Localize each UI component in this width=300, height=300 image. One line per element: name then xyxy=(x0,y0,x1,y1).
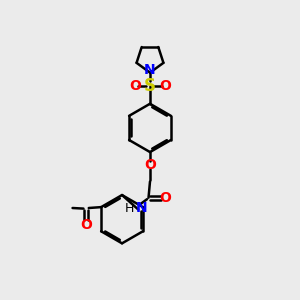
Text: H: H xyxy=(125,202,134,214)
Text: O: O xyxy=(129,79,141,93)
Text: O: O xyxy=(159,191,171,205)
Text: N: N xyxy=(144,63,156,77)
Text: O: O xyxy=(144,158,156,172)
Text: N: N xyxy=(136,201,148,215)
Text: S: S xyxy=(144,77,156,95)
Text: O: O xyxy=(80,218,92,233)
Text: O: O xyxy=(159,79,171,93)
